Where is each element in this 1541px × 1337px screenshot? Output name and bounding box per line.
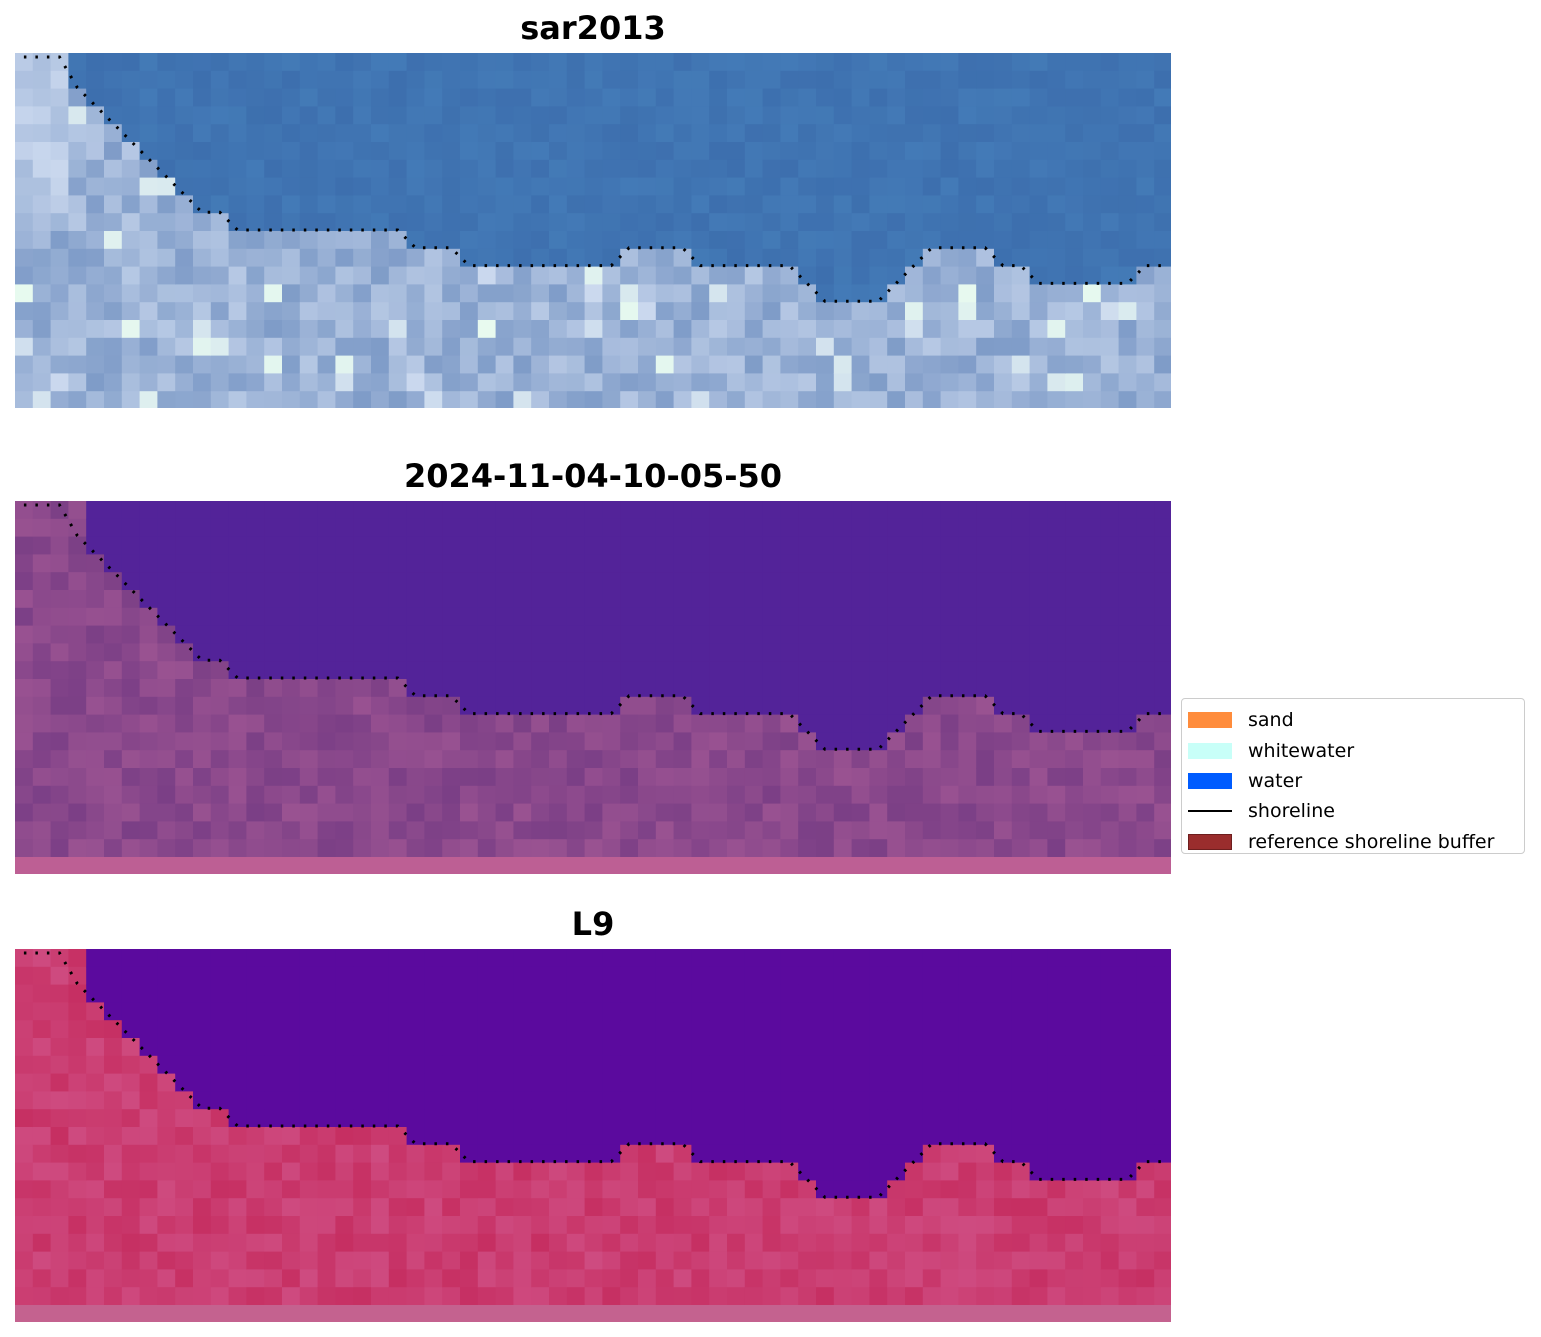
rgb-image-l9 bbox=[15, 949, 1171, 1322]
legend-item-water: water bbox=[1188, 766, 1518, 796]
legend-item-whitewater: whitewater bbox=[1188, 735, 1518, 765]
legend-swatch-reference-buffer bbox=[1188, 833, 1232, 850]
panel-title-sar2013: sar2013 bbox=[520, 9, 666, 47]
image-pixels bbox=[15, 501, 1171, 858]
rgb-image-sar2013 bbox=[15, 53, 1171, 408]
legend-swatch-sand bbox=[1188, 712, 1232, 729]
panel-title-l9: L9 bbox=[571, 905, 615, 943]
bottom-band bbox=[15, 857, 1171, 874]
image-pixels bbox=[15, 53, 1171, 408]
legend-label-reference-buffer: reference shoreline buffer bbox=[1248, 830, 1495, 853]
legend-label-sand: sand bbox=[1248, 709, 1294, 732]
image-panel-sar2013 bbox=[15, 53, 1171, 408]
legend: sand whitewater water shoreline referenc… bbox=[1181, 698, 1525, 854]
legend-item-reference-buffer: reference shoreline buffer bbox=[1188, 827, 1518, 857]
legend-item-sand: sand bbox=[1188, 705, 1518, 735]
legend-label-shoreline: shoreline bbox=[1248, 800, 1335, 823]
bottom-band bbox=[15, 1305, 1171, 1322]
legend-item-shoreline: shoreline bbox=[1188, 796, 1518, 826]
legend-swatch-water bbox=[1188, 772, 1232, 789]
image-panel-l9 bbox=[15, 949, 1171, 1322]
legend-label-whitewater: whitewater bbox=[1248, 739, 1355, 762]
image-pixels bbox=[15, 949, 1171, 1306]
legend-swatch-shoreline bbox=[1188, 810, 1232, 813]
classified-image bbox=[15, 501, 1171, 874]
legend-swatch-whitewater bbox=[1188, 742, 1232, 759]
panel-title-date: 2024-11-04-10-05-50 bbox=[403, 457, 783, 495]
image-panel-classified bbox=[15, 501, 1171, 874]
legend-label-water: water bbox=[1248, 769, 1303, 792]
